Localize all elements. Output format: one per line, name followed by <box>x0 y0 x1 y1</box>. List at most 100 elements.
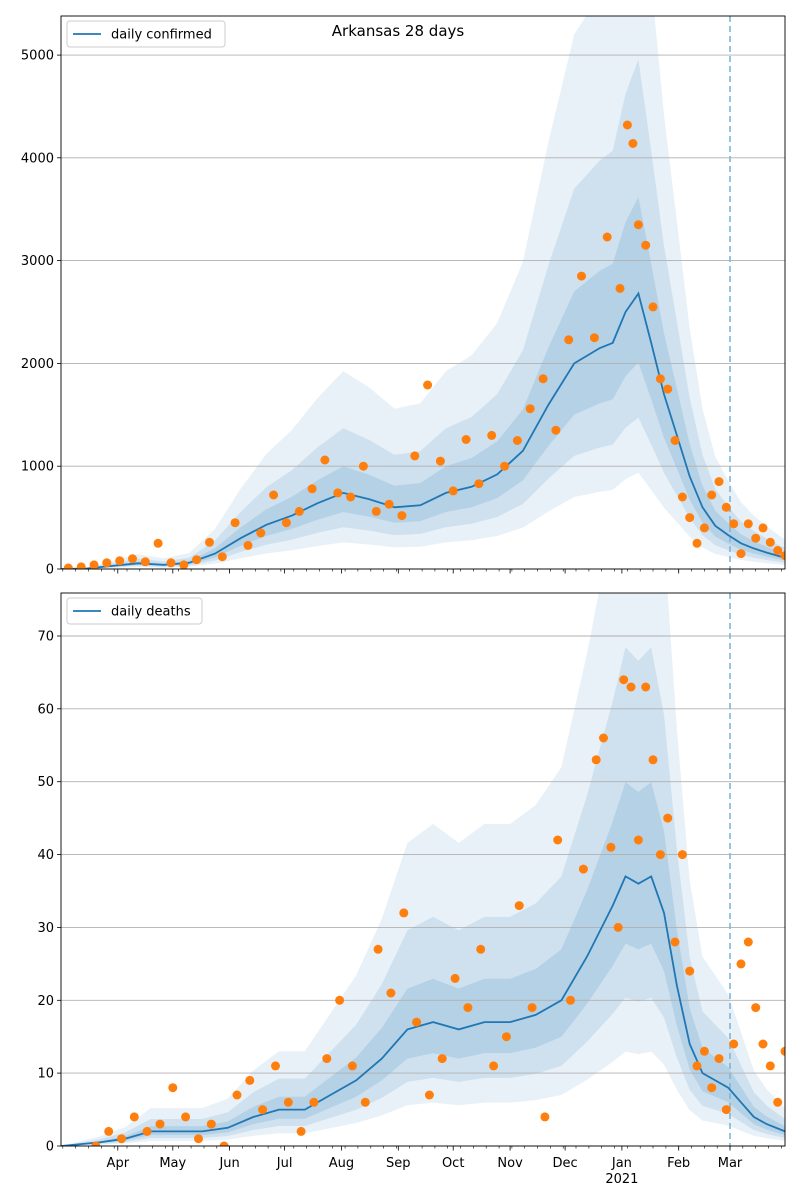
data-point <box>527 1003 537 1013</box>
data-point <box>63 563 73 569</box>
data-point <box>181 1112 191 1122</box>
data-point <box>140 557 150 567</box>
data-point <box>474 479 484 489</box>
y-tick-label: 30 <box>37 921 54 936</box>
data-point <box>773 1097 783 1107</box>
y-tick-label: 4000 <box>21 151 54 166</box>
legend-label: daily deaths <box>111 605 191 620</box>
data-point <box>179 560 189 569</box>
data-point <box>729 1039 739 1049</box>
data-point <box>450 973 460 983</box>
data-point <box>670 436 680 445</box>
data-point <box>245 1075 255 1085</box>
data-point <box>386 988 396 998</box>
data-point <box>751 533 761 543</box>
data-point <box>166 558 176 568</box>
data-point <box>512 436 522 445</box>
data-point <box>525 404 535 414</box>
data-point <box>628 139 638 148</box>
data-point <box>602 232 612 242</box>
y-tick-label: 0 <box>46 1140 54 1155</box>
y-tick-label: 2000 <box>21 357 54 372</box>
data-point <box>721 1105 731 1115</box>
legend-box <box>66 20 226 48</box>
data-point <box>384 499 394 509</box>
data-point <box>773 546 783 555</box>
data-point <box>117 1134 126 1144</box>
data-point <box>243 540 253 550</box>
data-point <box>758 523 768 533</box>
uncertainty-band-3 <box>61 197 785 569</box>
data-point <box>219 1141 229 1146</box>
data-point <box>707 490 717 500</box>
series-line <box>61 291 785 569</box>
data-point <box>448 486 458 496</box>
x-tick-label: Apr <box>107 1156 130 1171</box>
data-point <box>463 1003 473 1013</box>
data-point <box>699 523 709 533</box>
data-point <box>677 850 687 860</box>
y-tick-label: 70 <box>37 630 54 645</box>
data-point <box>729 519 739 529</box>
uncertainty-band-2 <box>61 59 785 569</box>
observed-points <box>91 675 785 1146</box>
data-point <box>256 528 266 538</box>
data-point <box>613 922 623 932</box>
data-point <box>577 271 586 281</box>
data-point <box>589 333 599 343</box>
data-point <box>89 560 99 569</box>
uncertainty-bands <box>61 16 785 569</box>
data-point <box>648 755 658 765</box>
data-point <box>155 1119 165 1129</box>
x-tick-label: Oct <box>442 1156 464 1171</box>
data-point <box>128 554 137 564</box>
observed-points <box>63 120 785 569</box>
data-point <box>461 435 471 444</box>
data-point <box>476 944 486 954</box>
series-line <box>61 875 785 1146</box>
y-tick-label: 20 <box>37 994 54 1009</box>
data-point <box>736 959 746 969</box>
x-tick-label: Jul <box>276 1156 293 1171</box>
chart-title: Arkansas 28 days <box>332 22 465 40</box>
uncertainty-band-2 <box>61 647 785 1146</box>
y-tick-label: 60 <box>37 702 54 717</box>
uncertainty-band-1 <box>61 16 785 569</box>
x-year-label: 2021 <box>605 1172 638 1187</box>
data-point <box>412 1017 422 1027</box>
x-tick-label: Feb <box>667 1156 690 1171</box>
legend: daily confirmed <box>66 20 226 48</box>
data-point <box>677 492 687 502</box>
data-point <box>322 1054 332 1064</box>
data-point <box>168 1083 178 1093</box>
data-point <box>335 995 345 1005</box>
data-point <box>333 488 343 498</box>
data-point <box>129 1112 139 1122</box>
data-point <box>619 675 629 685</box>
data-point <box>399 908 409 918</box>
data-point <box>194 1134 203 1144</box>
x-tick-label: Jun <box>218 1156 239 1171</box>
data-point <box>371 506 381 516</box>
data-point <box>487 430 497 440</box>
y-tick-label: 0 <box>46 563 54 578</box>
legend: daily deaths <box>66 597 203 625</box>
data-point <box>591 755 601 765</box>
data-point <box>142 1126 152 1136</box>
data-point <box>758 1039 768 1049</box>
x-tick-label: Jan <box>611 1156 632 1171</box>
data-point <box>360 1097 370 1107</box>
data-point <box>721 502 731 512</box>
data-point <box>153 538 163 548</box>
data-point <box>437 1054 447 1064</box>
data-point <box>104 1126 114 1136</box>
data-point <box>281 518 291 528</box>
data-point <box>294 506 304 516</box>
data-point <box>743 937 753 947</box>
data-point <box>606 842 616 852</box>
confirmed-panel: 0 1000 2000 3000 4000 5000 daily confirmed <box>21 15 786 578</box>
data-point <box>309 1097 319 1107</box>
data-point <box>258 1105 268 1115</box>
data-point <box>626 682 636 692</box>
